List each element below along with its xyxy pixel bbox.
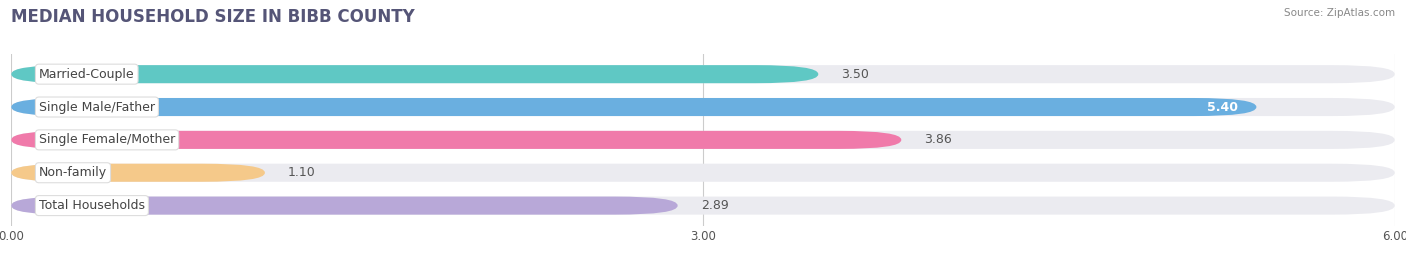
Text: MEDIAN HOUSEHOLD SIZE IN BIBB COUNTY: MEDIAN HOUSEHOLD SIZE IN BIBB COUNTY: [11, 8, 415, 26]
Text: Single Female/Mother: Single Female/Mother: [39, 133, 176, 146]
Text: Single Male/Father: Single Male/Father: [39, 101, 155, 114]
FancyBboxPatch shape: [11, 164, 1395, 182]
Text: Non-family: Non-family: [39, 166, 107, 179]
FancyBboxPatch shape: [11, 131, 901, 149]
FancyBboxPatch shape: [11, 197, 1395, 215]
Text: 5.40: 5.40: [1206, 101, 1237, 114]
FancyBboxPatch shape: [11, 197, 678, 215]
Text: 1.10: 1.10: [288, 166, 316, 179]
Text: Married-Couple: Married-Couple: [39, 68, 135, 81]
Text: 2.89: 2.89: [700, 199, 728, 212]
FancyBboxPatch shape: [11, 98, 1395, 116]
Text: Source: ZipAtlas.com: Source: ZipAtlas.com: [1284, 8, 1395, 18]
FancyBboxPatch shape: [11, 131, 1395, 149]
FancyBboxPatch shape: [11, 65, 818, 83]
Text: 3.50: 3.50: [841, 68, 869, 81]
FancyBboxPatch shape: [11, 98, 1257, 116]
Text: 3.86: 3.86: [924, 133, 952, 146]
Text: Total Households: Total Households: [39, 199, 145, 212]
FancyBboxPatch shape: [11, 164, 264, 182]
FancyBboxPatch shape: [11, 65, 1395, 83]
